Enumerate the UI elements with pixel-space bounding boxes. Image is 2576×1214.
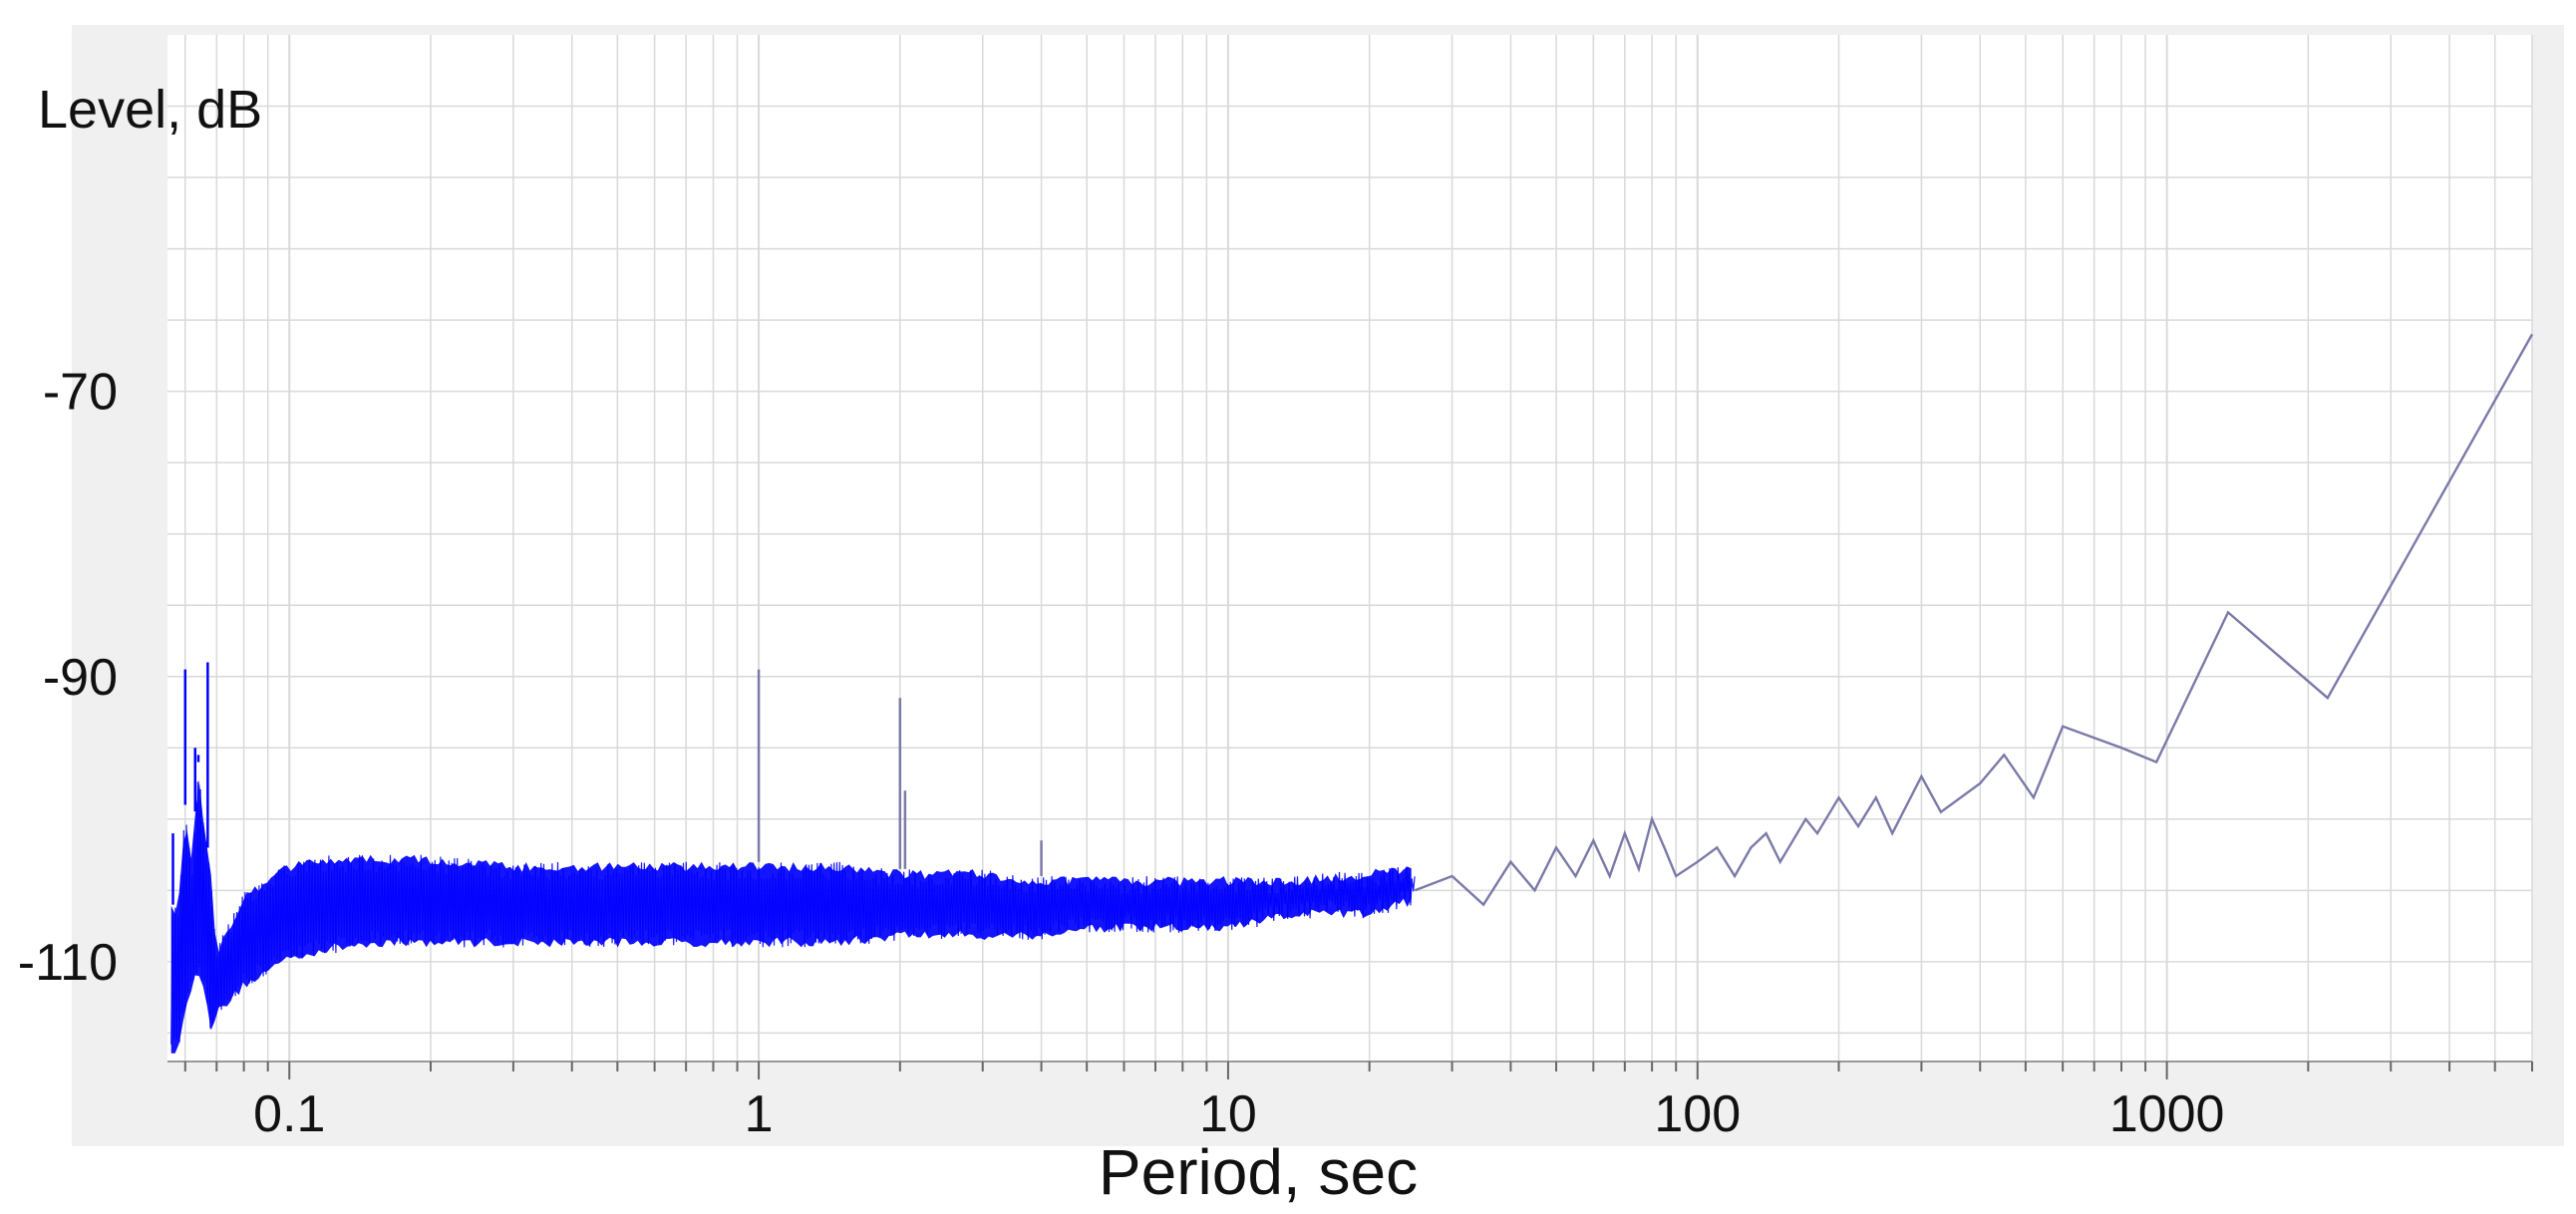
x-axis-title: Period, sec bbox=[1099, 1136, 1418, 1208]
x-tick-label: 1 bbox=[745, 1085, 774, 1143]
y-tick-label: -90 bbox=[43, 649, 118, 707]
y-tick-label: -70 bbox=[43, 364, 118, 422]
axes bbox=[167, 1061, 2533, 1079]
x-tick-label: 0.1 bbox=[253, 1085, 325, 1143]
tick-labels: 0.1 1 10 100 1000 -70 -90 -110 bbox=[18, 364, 2225, 1143]
x-tick-label: 10 bbox=[1199, 1085, 1257, 1143]
sparse-series-line bbox=[1414, 333, 2534, 907]
x-tick-label: 1000 bbox=[2109, 1085, 2225, 1143]
series-layer bbox=[170, 333, 2534, 1054]
x-tick-label: 100 bbox=[1654, 1085, 1741, 1143]
y-tick-label: -110 bbox=[18, 934, 118, 992]
noise-band-trace bbox=[170, 781, 1416, 1045]
y-axis-title: Level, dB bbox=[38, 80, 262, 140]
